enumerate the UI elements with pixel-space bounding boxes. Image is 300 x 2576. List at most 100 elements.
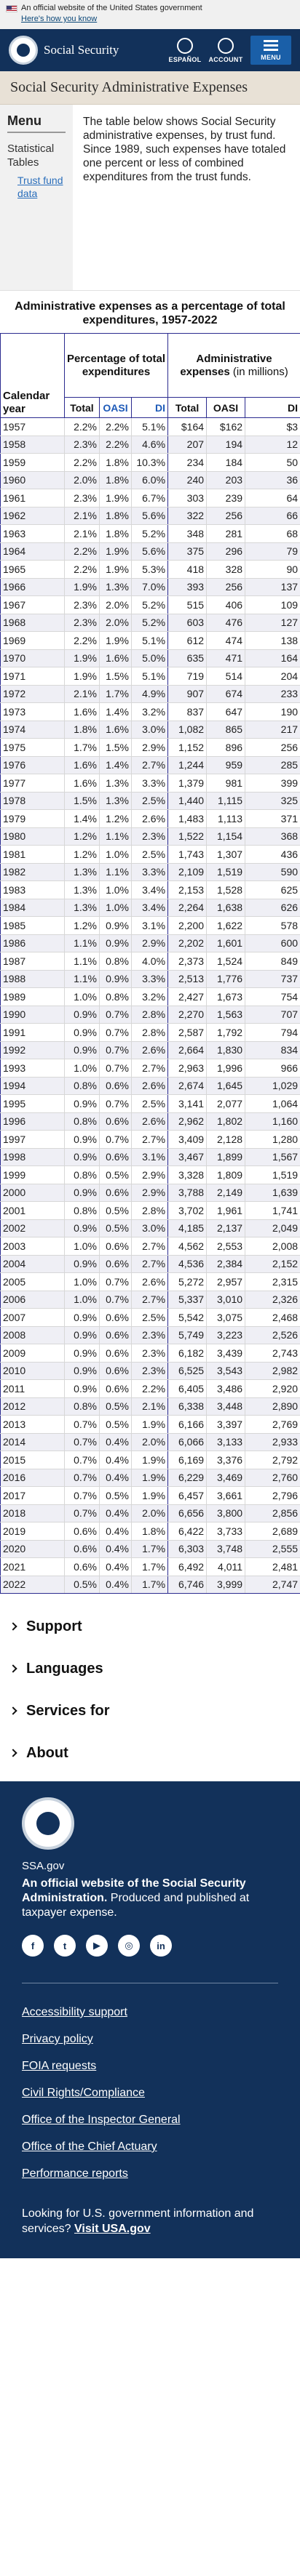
table-cell: 5.1% — [130, 667, 169, 686]
table-cell: 1,154 — [206, 827, 246, 846]
table-cell: 2.0% — [99, 595, 132, 614]
usa-gov-link[interactable]: Visit USA.gov — [74, 2223, 151, 2235]
header-calendar-year: Calendar year — [0, 333, 65, 418]
footer-link-inspector-general[interactable]: Office of the Inspector General — [22, 2114, 181, 2126]
accordion-languages[interactable]: Languages — [0, 1648, 300, 1690]
table-cell: 2,264 — [167, 898, 208, 917]
table-cell: 3,075 — [206, 1308, 246, 1327]
accordion-about[interactable]: About — [0, 1732, 300, 1774]
table-cell: 6,656 — [167, 1504, 208, 1522]
table-row: 2006 1.0% 0.7% 2.7% 5,337 3,010 2,326 — [0, 1290, 300, 1309]
table-cell: 0.9% — [64, 1040, 100, 1059]
table-cell: 0.7% — [99, 1059, 132, 1078]
espanol-label: ESPAÑOL — [168, 55, 202, 63]
table-row: 1996 0.8% 0.6% 2.6% 2,962 1,802 1,160 — [0, 1112, 300, 1131]
table-cell: 2,982 — [245, 1361, 300, 1380]
table-cell: 2007 — [0, 1308, 65, 1327]
home-logo-link[interactable]: Social Security — [9, 36, 165, 65]
table-cell: 5,272 — [167, 1272, 208, 1291]
table-cell: 1,830 — [206, 1040, 246, 1059]
table-row: 2015 0.7% 0.4% 1.9% 6,169 3,376 2,792 — [0, 1450, 300, 1469]
facebook-icon[interactable]: f — [22, 1935, 44, 1957]
footer-link-accessibility[interactable]: Accessibility support — [22, 2006, 127, 2018]
table-row: 1957 2.2% 2.2% 5.1% $164 $162 $3 — [0, 417, 300, 436]
table-cell: 3,702 — [167, 1201, 208, 1220]
table-cell: 1999 — [0, 1165, 65, 1184]
trust-fund-data-link[interactable]: Trust fund data — [17, 174, 63, 199]
espanol-button[interactable]: ESPAÑOL — [165, 37, 205, 63]
table-cell: 6,303 — [167, 1539, 208, 1558]
table-cell: 2.6% — [130, 1112, 169, 1131]
table-cell: 1,802 — [206, 1112, 246, 1131]
table-cell: 3.0% — [130, 720, 169, 739]
linkedin-icon[interactable]: in — [150, 1935, 172, 1957]
table-cell: 603 — [167, 613, 208, 632]
intro-text: The table below shows Social Security ad… — [83, 116, 286, 183]
header-admin-expenses-note: (in millions) — [232, 365, 288, 378]
table-cell: 6,746 — [167, 1575, 208, 1594]
social-links: f t ▶ ◎ in — [22, 1935, 278, 1957]
footer-link-privacy[interactable]: Privacy policy — [22, 2033, 93, 2045]
table-cell: 1.1% — [64, 934, 100, 952]
table-cell: 794 — [245, 1023, 300, 1042]
table-cell: 2.1% — [64, 524, 100, 543]
youtube-icon[interactable]: ▶ — [86, 1935, 108, 1957]
accordion-languages-label: Languages — [26, 1660, 103, 1677]
table-cell: 79 — [245, 542, 300, 561]
table-cell: 50 — [245, 453, 300, 472]
table-cell: 0.9% — [99, 934, 132, 952]
table-row: 2005 1.0% 0.7% 2.6% 5,272 2,957 2,315 — [0, 1272, 300, 1291]
table-cell: 6,492 — [167, 1557, 208, 1576]
footer-link-chief-actuary[interactable]: Office of the Chief Actuary — [22, 2140, 157, 2153]
table-cell: 0.8% — [64, 1165, 100, 1184]
table-cell: 1,307 — [206, 845, 246, 864]
table-cell: 2008 — [0, 1325, 65, 1344]
table-cell: 4.0% — [130, 952, 169, 971]
table-cell: 0.7% — [99, 1290, 132, 1309]
table-cell: 0.7% — [99, 1005, 132, 1024]
table-cell: 981 — [206, 774, 246, 793]
twitter-icon[interactable]: t — [54, 1935, 76, 1957]
header-exp-di: DI — [245, 397, 300, 418]
table-cell: 1.7% — [130, 1575, 169, 1594]
footer-link-civil-rights[interactable]: Civil Rights/Compliance — [22, 2087, 145, 2099]
hamburger-icon — [264, 40, 278, 51]
table-cell: 2.5% — [130, 1094, 169, 1113]
table-cell: 6,457 — [167, 1486, 208, 1505]
table-cell: 64 — [245, 489, 300, 507]
table-cell: 0.7% — [64, 1432, 100, 1451]
footer-link-foia[interactable]: FOIA requests — [22, 2060, 97, 2072]
table-cell: 204 — [245, 667, 300, 686]
table-cell: 6,182 — [167, 1344, 208, 1363]
table-cell: 0.7% — [64, 1504, 100, 1522]
table-cell: 1997 — [0, 1130, 65, 1149]
table-cell: 2.8% — [130, 1023, 169, 1042]
account-button[interactable]: ACCOUNT — [205, 37, 246, 63]
table-cell: 1,743 — [167, 845, 208, 864]
accordion-support[interactable]: Support — [0, 1605, 300, 1648]
table-row: 1959 2.2% 1.8% 10.3% 234 184 50 — [0, 453, 300, 472]
table-cell: 3,439 — [206, 1344, 246, 1363]
table-cell: 1980 — [0, 827, 65, 846]
table-cell: 0.9% — [64, 1094, 100, 1113]
table-cell: 3,748 — [206, 1539, 246, 1558]
table-cell: 2.3% — [130, 1361, 169, 1380]
table-cell: 2.2% — [99, 435, 132, 454]
table-cell: 2.1% — [64, 506, 100, 525]
accordion-services-for[interactable]: Services for — [0, 1690, 300, 1732]
menu-button[interactable]: MENU — [250, 36, 291, 65]
table-cell: 2,109 — [167, 862, 208, 881]
table-row: 1991 0.9% 0.7% 2.8% 2,587 1,792 794 — [0, 1023, 300, 1042]
how-you-know-link[interactable]: Here's how you know — [21, 15, 98, 23]
table-cell: 2,149 — [206, 1183, 246, 1202]
footer-link-performance[interactable]: Performance reports — [22, 2167, 128, 2180]
header-pct-oasi: OASI — [99, 397, 132, 418]
table-cell: 5.1% — [130, 631, 169, 650]
table-cell: 0.9% — [99, 969, 132, 988]
table-cell: 1959 — [0, 453, 65, 472]
table-cell: 1979 — [0, 809, 65, 828]
table-cell: 1.0% — [64, 987, 100, 1006]
instagram-icon[interactable]: ◎ — [118, 1935, 140, 1957]
table-row: 2000 0.9% 0.6% 2.9% 3,788 2,149 1,639 — [0, 1183, 300, 1202]
table-cell: 2,202 — [167, 934, 208, 952]
